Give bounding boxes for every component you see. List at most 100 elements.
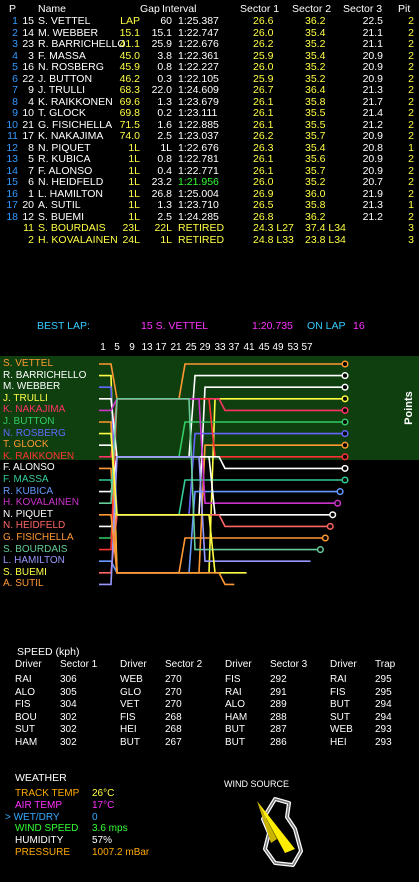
timing-cell-name: J. BUTTON	[38, 72, 93, 85]
timing-cell-num: 12	[22, 210, 34, 223]
driver-finish-marker	[326, 522, 334, 530]
driver-finish-marker	[341, 383, 349, 391]
timing-row[interactable]: 6 22 J. BUTTON 46.2 0.3 1:22.105 25.9 35.2 20.9 2	[0, 72, 419, 86]
driver-finish-marker	[341, 406, 349, 414]
chart-driver-label: N. ROSBERG	[3, 427, 66, 439]
timing-cell-num: 15	[22, 15, 34, 27]
timing-cell-time: 1:23.679	[178, 95, 219, 108]
wind-source-track-icon	[257, 797, 303, 867]
header-sector2: Sector 2	[292, 3, 332, 15]
timing-cell-pit: 2	[408, 49, 414, 62]
timing-cell-time: 1:23.710	[178, 199, 219, 211]
timing-cell-name: H. KOVALAINEN	[38, 233, 118, 246]
timing-cell-name: N. ROSBERG	[38, 61, 104, 73]
timing-row[interactable]: 15 6 N. HEIDFELD 1L 23.2 1:21.956 26.0 35.2 20.7…	[0, 176, 419, 189]
driver-finish-marker	[334, 499, 342, 507]
speed-col-sector-header: Sector 1	[60, 659, 98, 670]
timing-cell-pos: 11	[7, 130, 18, 142]
speed-value: 268	[165, 724, 182, 735]
best-lap-label: BEST LAP:	[37, 320, 90, 332]
timing-row[interactable]: 11 S. BOURDAIS 23L 22L RETIRED 24.3 L27 37.4 L…	[0, 222, 419, 235]
chart-driver-label: R. KUBICA	[3, 485, 54, 497]
speed-driver: HEI	[330, 736, 347, 748]
timing-cell-s2: 35.5	[305, 107, 326, 119]
timing-row[interactable]: 9 10 T. GLOCK 69.8 0.2 1:23.111 26.1 35.5 21.4 2	[0, 107, 419, 120]
timing-row[interactable]: 7 9 J. TRULLI 68.3 22.0 1:24.609 26.7 36.4 21.3 2	[0, 84, 419, 97]
timing-cell-s1: 26.0	[253, 176, 274, 188]
timing-cell-pit: 2	[408, 210, 414, 223]
timing-row[interactable]: 4 3 F. MASSA 45.0 3.8 1:22.361 25.9 35.4 20.9 2	[0, 49, 419, 63]
timing-cell-int: 22L	[154, 222, 172, 234]
timing-cell-s1: 25.9	[253, 72, 274, 85]
timing-cell-name: F. ALONSO	[38, 164, 93, 177]
timing-cell-gap: 1L	[128, 153, 140, 165]
driver-position-line	[99, 479, 345, 516]
timing-cell-pit: 3	[408, 222, 414, 234]
timing-cell-num: 16	[22, 61, 34, 73]
timing-cell-name: T. GLOCK	[38, 107, 86, 119]
timing-cell-gap: 1L	[128, 199, 140, 211]
timing-row[interactable]: 17 20 A. SUTIL 1L 1.3 1:23.710 26.5 35.8 21.3 1	[0, 199, 419, 212]
timing-cell-pit: 2	[408, 72, 414, 85]
timing-cell-time: 1:22.747	[178, 26, 219, 39]
chart-driver-label: L. HAMILTON	[3, 555, 65, 567]
timing-cell-time: RETIRED	[178, 233, 225, 246]
timing-row[interactable]: 8 4 K. RAIKKONEN 69.6 1.3 1:23.679 26.1 35.8 21.…	[0, 95, 419, 109]
speed-value: 287	[270, 724, 287, 735]
timing-cell-int: 22.0	[151, 84, 172, 96]
timing-cell-num: 23	[22, 38, 34, 50]
timing-row[interactable]: 2 14 M. WEBBER 15.1 15.1 1:22.747 26.0 35.4 21.1…	[0, 26, 419, 40]
timing-cell-gap: 1L	[128, 187, 140, 200]
timing-cell-s3: 21.9	[362, 187, 383, 200]
driver-finish-marker	[316, 546, 324, 554]
timing-cell-pos: 10	[6, 118, 18, 131]
timing-row[interactable]: 5 16 N. ROSBERG 45.9 0.8 1:22.227 26.0 35.2 20.9…	[0, 61, 419, 74]
speed-value: 268	[165, 711, 182, 723]
driver-position-line	[99, 514, 235, 586]
driver-position-line	[99, 398, 321, 551]
timing-cell-pos: 2	[12, 26, 18, 39]
weather-label[interactable]: > WET/DRY	[5, 811, 60, 823]
speed-driver: GLO	[120, 686, 142, 698]
speed-value: 305	[60, 686, 77, 698]
timing-cell-name: K. RAIKKONEN	[38, 95, 113, 108]
timing-cell-num: 5	[28, 153, 34, 165]
speed-title: SPEED (kph)	[17, 646, 80, 658]
timing-cell-s3: 21.1	[362, 38, 383, 50]
chart-driver-label: N. HEIDFELD	[3, 520, 66, 532]
timing-row[interactable]: 14 7 F. ALONSO 1L 0.4 1:22.771 26.1 35.7 20.9 2	[0, 164, 419, 178]
timing-cell-int: 23.2	[151, 176, 172, 188]
lap-tick-label: 21	[170, 342, 182, 353]
driver-position-line	[99, 456, 311, 586]
lap-tick-label: 57	[301, 342, 313, 353]
timing-row[interactable]: 1 15 S. VETTEL LAP 60 1:25.387 26.6 36.2 22.5 2	[0, 15, 419, 28]
timing-row[interactable]: 16 1 L. HAMILTON 1L 26.8 1:25.004 26.9 36.0 21.9…	[0, 187, 419, 201]
lap-tick-label: 49	[272, 342, 284, 353]
timing-cell-gap: 24L	[122, 233, 140, 246]
timing-cell-s1: 26.3	[253, 141, 274, 154]
chart-driver-label: A. SUTIL	[3, 578, 44, 590]
speed-value: 270	[165, 686, 182, 698]
timing-row[interactable]: 18 12 S. BUEMI 1L 2.5 1:24.285 26.8 36.2 21.2 2	[0, 210, 419, 224]
timing-cell-gap: 23L	[122, 222, 140, 234]
timing-cell-s1: 24.8 L33	[253, 233, 294, 246]
timing-row[interactable]: 3 23 R. BARRICHELLO 41.1 25.9 1:22.676 26.2 35.…	[0, 38, 419, 51]
timing-cell-name: N. PIQUET	[38, 141, 91, 154]
timing-row[interactable]: 11 17 K. NAKAJIMA 74.0 2.5 1:23.037 26.2 35.7 20…	[0, 130, 419, 143]
speed-driver: VET	[120, 699, 140, 710]
timing-cell-gap: 1L	[128, 141, 140, 154]
timing-cell-num: 7	[28, 164, 34, 177]
timing-row[interactable]: 12 8 N. PIQUET 1L 1L 1:22.676 26.3 35.4 20.8 1	[0, 141, 419, 155]
timing-row[interactable]: 13 5 R. KUBICA 1L 0.8 1:22.781 26.1 35.6 20.9 2	[0, 153, 419, 166]
timing-cell-s3: 21.4	[362, 107, 383, 119]
speed-value: 288	[270, 711, 287, 723]
chart-driver-label: N. PIQUET	[3, 508, 54, 520]
lap-tick-label: 5	[114, 342, 120, 353]
timing-cell-num: 1	[28, 187, 34, 200]
timing-cell-gap: 68.3	[119, 84, 140, 96]
timing-row[interactable]: 2 H. KOVALAINEN 24L 1L RETIRED 24.8 L33 23.8 L…	[0, 233, 419, 247]
timing-cell-name: R. KUBICA	[38, 153, 91, 165]
timing-cell-gap: 69.8	[119, 107, 140, 119]
driver-finish-marker	[341, 464, 349, 472]
timing-row[interactable]: 10 21 G. FISICHELLA 71.5 1.6 1:22.885 26.1 35.5…	[0, 118, 419, 132]
